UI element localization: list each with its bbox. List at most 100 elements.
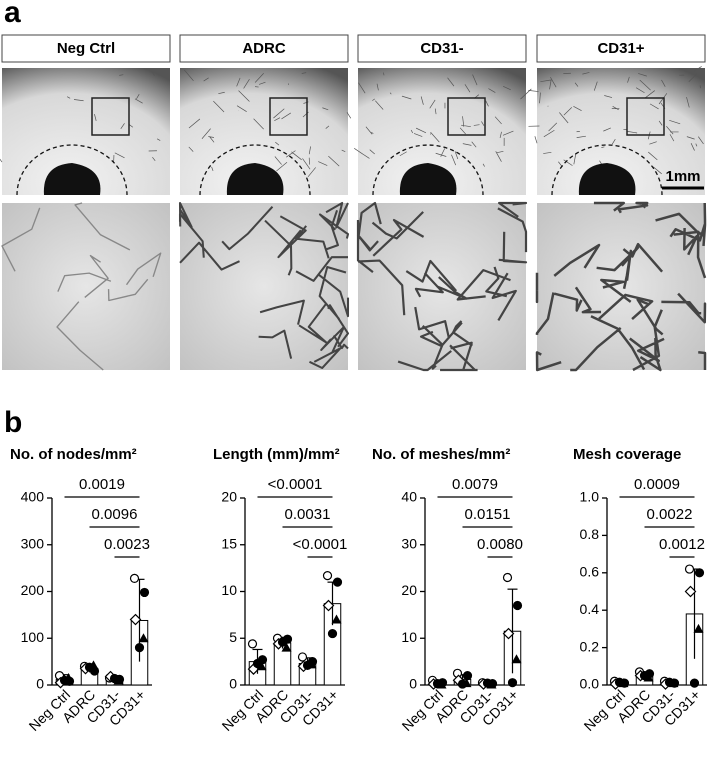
y-tick-label: 1.0 bbox=[580, 489, 600, 505]
data-point bbox=[507, 678, 518, 688]
group-header-box bbox=[179, 34, 349, 63]
data-point bbox=[684, 585, 697, 598]
data-point bbox=[59, 675, 70, 685]
data-point bbox=[281, 642, 292, 652]
y-tick-label: 0.8 bbox=[580, 526, 600, 542]
data-point bbox=[322, 571, 333, 581]
data-point bbox=[664, 677, 675, 687]
data-point bbox=[462, 671, 473, 681]
data-point bbox=[138, 633, 149, 643]
group-header: ADRC bbox=[242, 40, 285, 57]
vessel-network bbox=[528, 66, 704, 177]
data-point bbox=[502, 627, 515, 640]
data-point bbox=[639, 671, 650, 681]
data-point bbox=[322, 599, 335, 612]
y-tick-label: 200 bbox=[21, 582, 45, 598]
zoom-box bbox=[269, 97, 308, 136]
cell-aggregate bbox=[399, 163, 457, 195]
cell-aggregate-outline bbox=[16, 144, 128, 196]
zoom-image bbox=[537, 203, 705, 370]
p-value: 0.0080 bbox=[477, 536, 523, 553]
data-point bbox=[614, 677, 625, 687]
panel-label: b bbox=[4, 406, 22, 439]
p-value: <0.0001 bbox=[293, 536, 348, 553]
zoom-image bbox=[180, 203, 348, 370]
chart-title: Length (mm)/mm² bbox=[213, 446, 340, 463]
chart-title: Mesh coverage bbox=[573, 446, 681, 463]
chart-title: No. of meshes/mm² bbox=[372, 446, 510, 463]
group-header: CD31- bbox=[420, 40, 463, 57]
data-point bbox=[694, 568, 705, 578]
vessel-network bbox=[535, 201, 707, 372]
y-tick-label: 100 bbox=[21, 629, 45, 645]
y-tick-label: 15 bbox=[221, 535, 237, 551]
zoom-box bbox=[91, 97, 130, 136]
data-point bbox=[84, 662, 95, 672]
y-tick-label: 0 bbox=[36, 676, 44, 692]
chart-title: No. of nodes/mm² bbox=[10, 446, 137, 463]
data-point bbox=[684, 564, 695, 574]
p-value: 0.0009 bbox=[634, 476, 680, 493]
data-point bbox=[432, 678, 443, 689]
data-point bbox=[457, 679, 468, 689]
data-point bbox=[256, 661, 267, 671]
data-point bbox=[139, 587, 150, 598]
group-header: Neg Ctrl bbox=[57, 40, 115, 57]
data-point bbox=[482, 678, 493, 688]
cell-aggregate-outline bbox=[199, 144, 311, 196]
y-tick-label: 0.6 bbox=[580, 564, 600, 580]
data-point bbox=[247, 639, 258, 649]
y-tick-label: 20 bbox=[401, 582, 417, 598]
vessel-network bbox=[184, 69, 352, 178]
panel-label: a bbox=[4, 0, 21, 29]
vessel-network bbox=[178, 201, 350, 370]
y-tick-label: 20 bbox=[221, 489, 237, 505]
scale-bar-label: 1mm bbox=[665, 168, 700, 185]
data-point bbox=[502, 572, 513, 583]
zoom-box bbox=[626, 97, 665, 136]
y-tick-label: 40 bbox=[401, 489, 417, 505]
data-point bbox=[693, 623, 704, 633]
data-point bbox=[332, 577, 343, 587]
p-value: 0.0023 bbox=[104, 536, 150, 553]
y-tick-label: 400 bbox=[21, 489, 45, 505]
cell-aggregate bbox=[43, 163, 101, 195]
data-point bbox=[689, 678, 700, 688]
cell-aggregate bbox=[578, 163, 636, 195]
p-value: 0.0031 bbox=[285, 506, 331, 523]
data-point bbox=[297, 652, 308, 662]
group-header-box bbox=[357, 34, 527, 63]
vessel-network bbox=[354, 72, 532, 167]
data-point bbox=[331, 614, 342, 624]
cell-aggregate-outline bbox=[372, 144, 484, 196]
group-header-box bbox=[536, 34, 706, 63]
vessel-network bbox=[356, 201, 528, 372]
y-tick-label: 30 bbox=[401, 535, 417, 551]
y-tick-label: 0.2 bbox=[580, 638, 600, 654]
p-value: <0.0001 bbox=[268, 476, 323, 493]
y-tick-label: 0 bbox=[229, 676, 237, 692]
p-value: 0.0096 bbox=[92, 506, 138, 523]
vessel-network bbox=[1, 202, 162, 371]
y-tick-label: 5 bbox=[229, 629, 237, 645]
data-point bbox=[129, 613, 142, 626]
y-tick-label: 0.0 bbox=[580, 676, 600, 692]
y-tick-label: 10 bbox=[221, 582, 237, 598]
p-value: 0.0151 bbox=[465, 506, 511, 523]
y-tick-label: 300 bbox=[21, 535, 45, 551]
vessel-network bbox=[0, 71, 161, 163]
group-header: CD31+ bbox=[597, 40, 644, 57]
cell-aggregate-outline bbox=[551, 144, 663, 196]
y-tick-label: 10 bbox=[401, 629, 417, 645]
cell-aggregate bbox=[226, 163, 284, 195]
data-point bbox=[511, 654, 522, 664]
zoom-box bbox=[447, 97, 486, 136]
data-point bbox=[129, 573, 140, 584]
zoom-image bbox=[2, 203, 170, 370]
p-value: 0.0022 bbox=[647, 506, 693, 523]
data-point bbox=[302, 660, 313, 670]
zoom-image bbox=[358, 203, 526, 370]
data-point bbox=[327, 628, 338, 639]
group-header-box bbox=[1, 34, 171, 63]
data-point bbox=[109, 673, 120, 684]
